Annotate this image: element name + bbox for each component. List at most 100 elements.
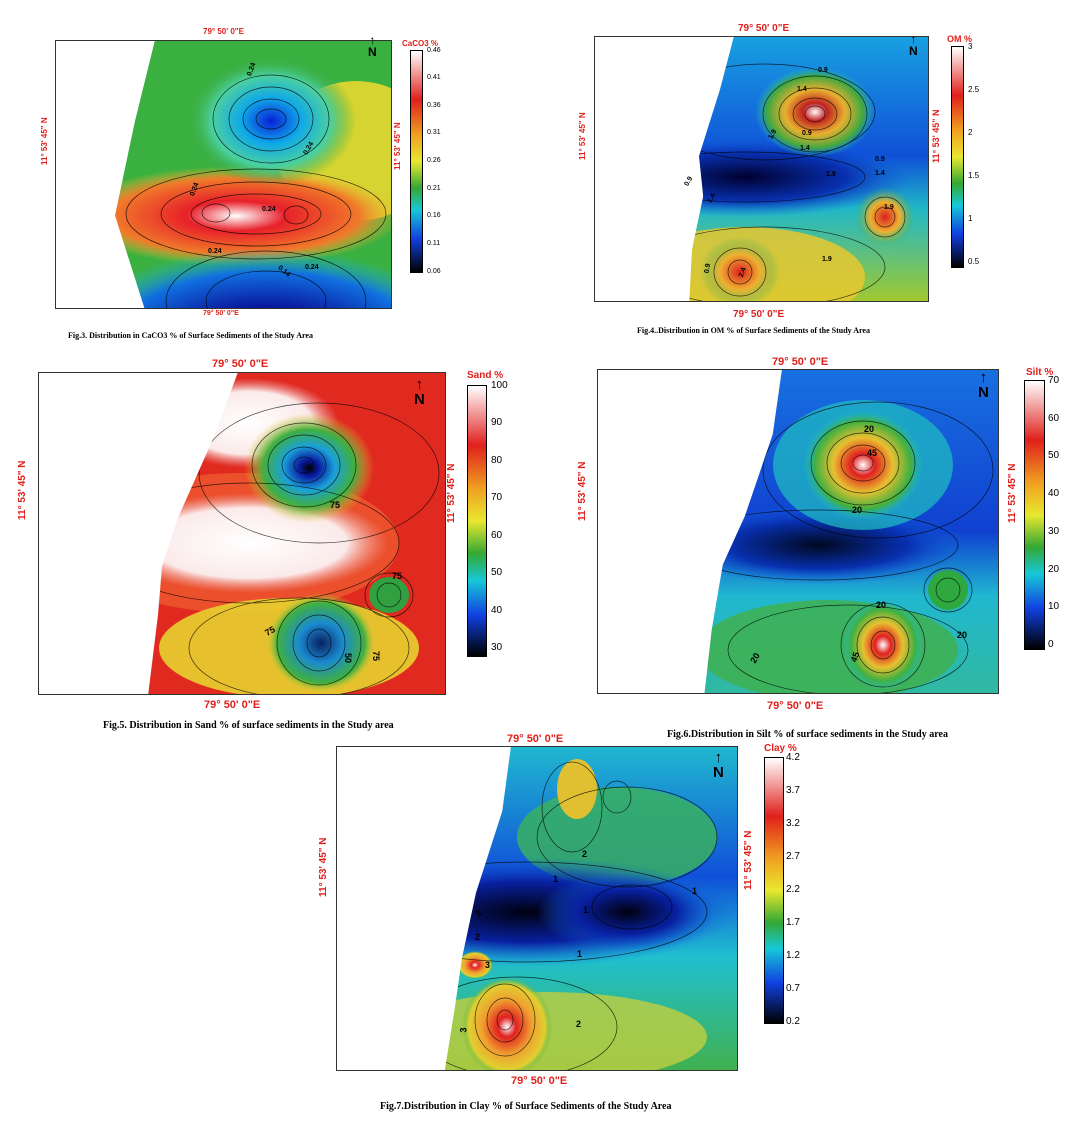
fig4-lat-right: 11° 53' 45" N: [931, 109, 941, 163]
colorbar-tick-label: 0: [1048, 639, 1054, 650]
colorbar-tick-label: 1.7: [786, 917, 800, 928]
fig5-lon-bottom: 79° 50' 0"E: [204, 699, 261, 711]
colorbar-tick-label: 30: [491, 642, 503, 653]
colorbar-tick-label: 40: [491, 604, 503, 616]
fig6-colorbar: [1024, 380, 1045, 650]
fig4-lat-left: 11° 53' 45" N: [578, 112, 587, 160]
colorbar-tick-label: 50: [1048, 450, 1060, 462]
fig6-ticks: 70 60 50 40 30 20 10 0: [1048, 375, 1078, 650]
colorbar-tick-label: 40: [1048, 488, 1060, 500]
contour-label: 0.9: [875, 156, 885, 163]
contour-label: 3: [485, 960, 491, 970]
colorbar-tick-label: 3.7: [786, 785, 800, 796]
fig5-north-arrow: ↑ N: [414, 376, 425, 408]
colorbar-tick-label: 3: [968, 42, 973, 51]
contour-label: 1: [692, 886, 698, 896]
fig4-contour-map: [594, 36, 929, 302]
colorbar-tick-label: 80: [491, 454, 503, 466]
colorbar-tick-label: 1: [968, 214, 973, 223]
fig3-colorbar: [410, 50, 423, 273]
fig6-north-arrow: ↑ N: [978, 369, 989, 401]
colorbar-tick-label: 60: [1048, 412, 1060, 424]
fig7-lon-top: 79° 50' 0"E: [507, 733, 564, 745]
contour-label: 20: [957, 630, 968, 640]
colorbar-tick-label: 50: [491, 567, 503, 579]
fig4-colorbar: [951, 46, 964, 268]
colorbar-tick-label: 30: [1048, 525, 1060, 537]
fig3-caption: Fig.3. Distribution in CaCO3 % of Surfac…: [68, 331, 313, 340]
fig7-lat-left: 11° 53' 45" N: [318, 837, 329, 898]
fig7-lon-bottom: 79° 50' 0"E: [511, 1075, 568, 1087]
colorbar-tick-label: 70: [1048, 375, 1060, 386]
fig4-ticks: 3 2.5 2 1.5 1 0.5: [968, 42, 998, 266]
colorbar-tick-label: 1.2: [786, 950, 800, 961]
fig7-ticks: 4.2 3.7 3.2 2.7 2.2 1.7 1.2 0.7 0.2: [786, 752, 816, 1027]
contour-label: 1.9: [822, 256, 832, 263]
contour-label: 2: [576, 1019, 582, 1029]
colorbar-tick-label: 2.5: [968, 85, 980, 94]
contour-label: 1: [553, 874, 559, 884]
fig3-contour-map: [55, 40, 392, 309]
fig6-contour-map: [597, 369, 999, 694]
colorbar-tick-label: 0.11: [427, 239, 441, 247]
fig3-lon-top: 79° 50' 0"E: [203, 27, 244, 36]
contour-label: 75: [392, 571, 403, 581]
fig7-caption: Fig.7.Distribution in Clay % of Surface …: [380, 1101, 672, 1112]
colorbar-tick-label: 100: [491, 380, 508, 391]
colorbar-tick-label: 3.2: [786, 818, 800, 829]
contour-label: 1: [577, 949, 583, 959]
fig6-legend-title: Silt %: [1026, 367, 1054, 378]
fig5-ticks: 100 90 80 70 60 50 40 30: [491, 380, 521, 653]
contour-label: 1.4: [875, 170, 885, 177]
contour-label: 20: [852, 505, 863, 515]
contour-label: 2: [475, 932, 481, 942]
fig5-colorbar: [467, 385, 487, 657]
fig6-lat-left: 11° 53' 45" N: [577, 461, 588, 522]
contour-label: 1.9: [884, 204, 894, 211]
contour-label: 45: [867, 448, 878, 458]
contour-label: 0.9: [802, 130, 812, 137]
colorbar-tick-label: 0.7: [786, 983, 800, 994]
colorbar-tick-label: 0.36: [427, 101, 441, 109]
contour-label: 0.24: [262, 206, 276, 213]
colorbar-tick-label: 2: [968, 128, 973, 137]
fig3-north-arrow: ↑ N: [368, 33, 377, 59]
fig7-colorbar: [764, 757, 784, 1024]
fig4-lon-top: 79° 50' 0"E: [738, 23, 790, 34]
colorbar-tick-label: 1.5: [968, 171, 980, 180]
colorbar-tick-label: 0.41: [427, 74, 441, 82]
fig4-legend-title: OM %: [947, 34, 973, 44]
colorbar-tick-label: 90: [491, 417, 503, 429]
fig7-legend-title: Clay %: [764, 743, 797, 754]
contour-label: 0.24: [208, 248, 222, 255]
contour-label: 0.24: [305, 264, 319, 271]
fig5-lat-left: 11° 53' 45" N: [17, 460, 28, 521]
contour-label: 20: [876, 600, 887, 610]
contour-label: 20: [864, 424, 875, 434]
fig3-ticks: 0.46 0.41 0.36 0.31 0.26 0.21 0.16 0.11 0.06: [427, 47, 457, 275]
contour-label: 3: [458, 1027, 469, 1033]
contour-label: 1: [583, 905, 589, 915]
colorbar-tick-label: 10: [1048, 601, 1060, 613]
fig5-legend-title: Sand %: [467, 370, 504, 381]
colorbar-tick-label: 4.2: [786, 752, 800, 763]
fig3-lat-right: 11° 53' 45" N: [393, 122, 402, 170]
fig6-lat-right: 11° 53' 45" N: [1007, 463, 1018, 524]
contour-label: 1.9: [826, 171, 836, 178]
fig5-contour-map: [38, 372, 446, 695]
fig6-lon-top: 79° 50' 0"E: [772, 356, 829, 368]
colorbar-tick-label: 0.26: [427, 157, 441, 164]
contour-label: 75: [371, 650, 382, 662]
fig4-caption: Fig.4..Distribution in OM % of Surface S…: [637, 326, 870, 335]
fig5-caption: Fig.5. Distribution in Sand % of surface…: [103, 720, 394, 731]
contour-label: 50: [343, 652, 354, 664]
fig7-contour-map: [336, 746, 738, 1071]
colorbar-tick-label: 0.16: [427, 212, 441, 220]
colorbar-tick-label: 20: [1048, 563, 1060, 575]
colorbar-tick-label: 0.31: [427, 129, 441, 137]
contour-label: 75: [330, 500, 341, 510]
fig7-north-arrow: ↑ N: [713, 749, 724, 781]
fig4-lon-bottom: 79° 50' 0"E: [733, 309, 785, 320]
fig3-lat-left: 11° 53' 45" N: [40, 117, 49, 165]
fig5-lon-top: 79° 50' 0"E: [212, 358, 269, 370]
